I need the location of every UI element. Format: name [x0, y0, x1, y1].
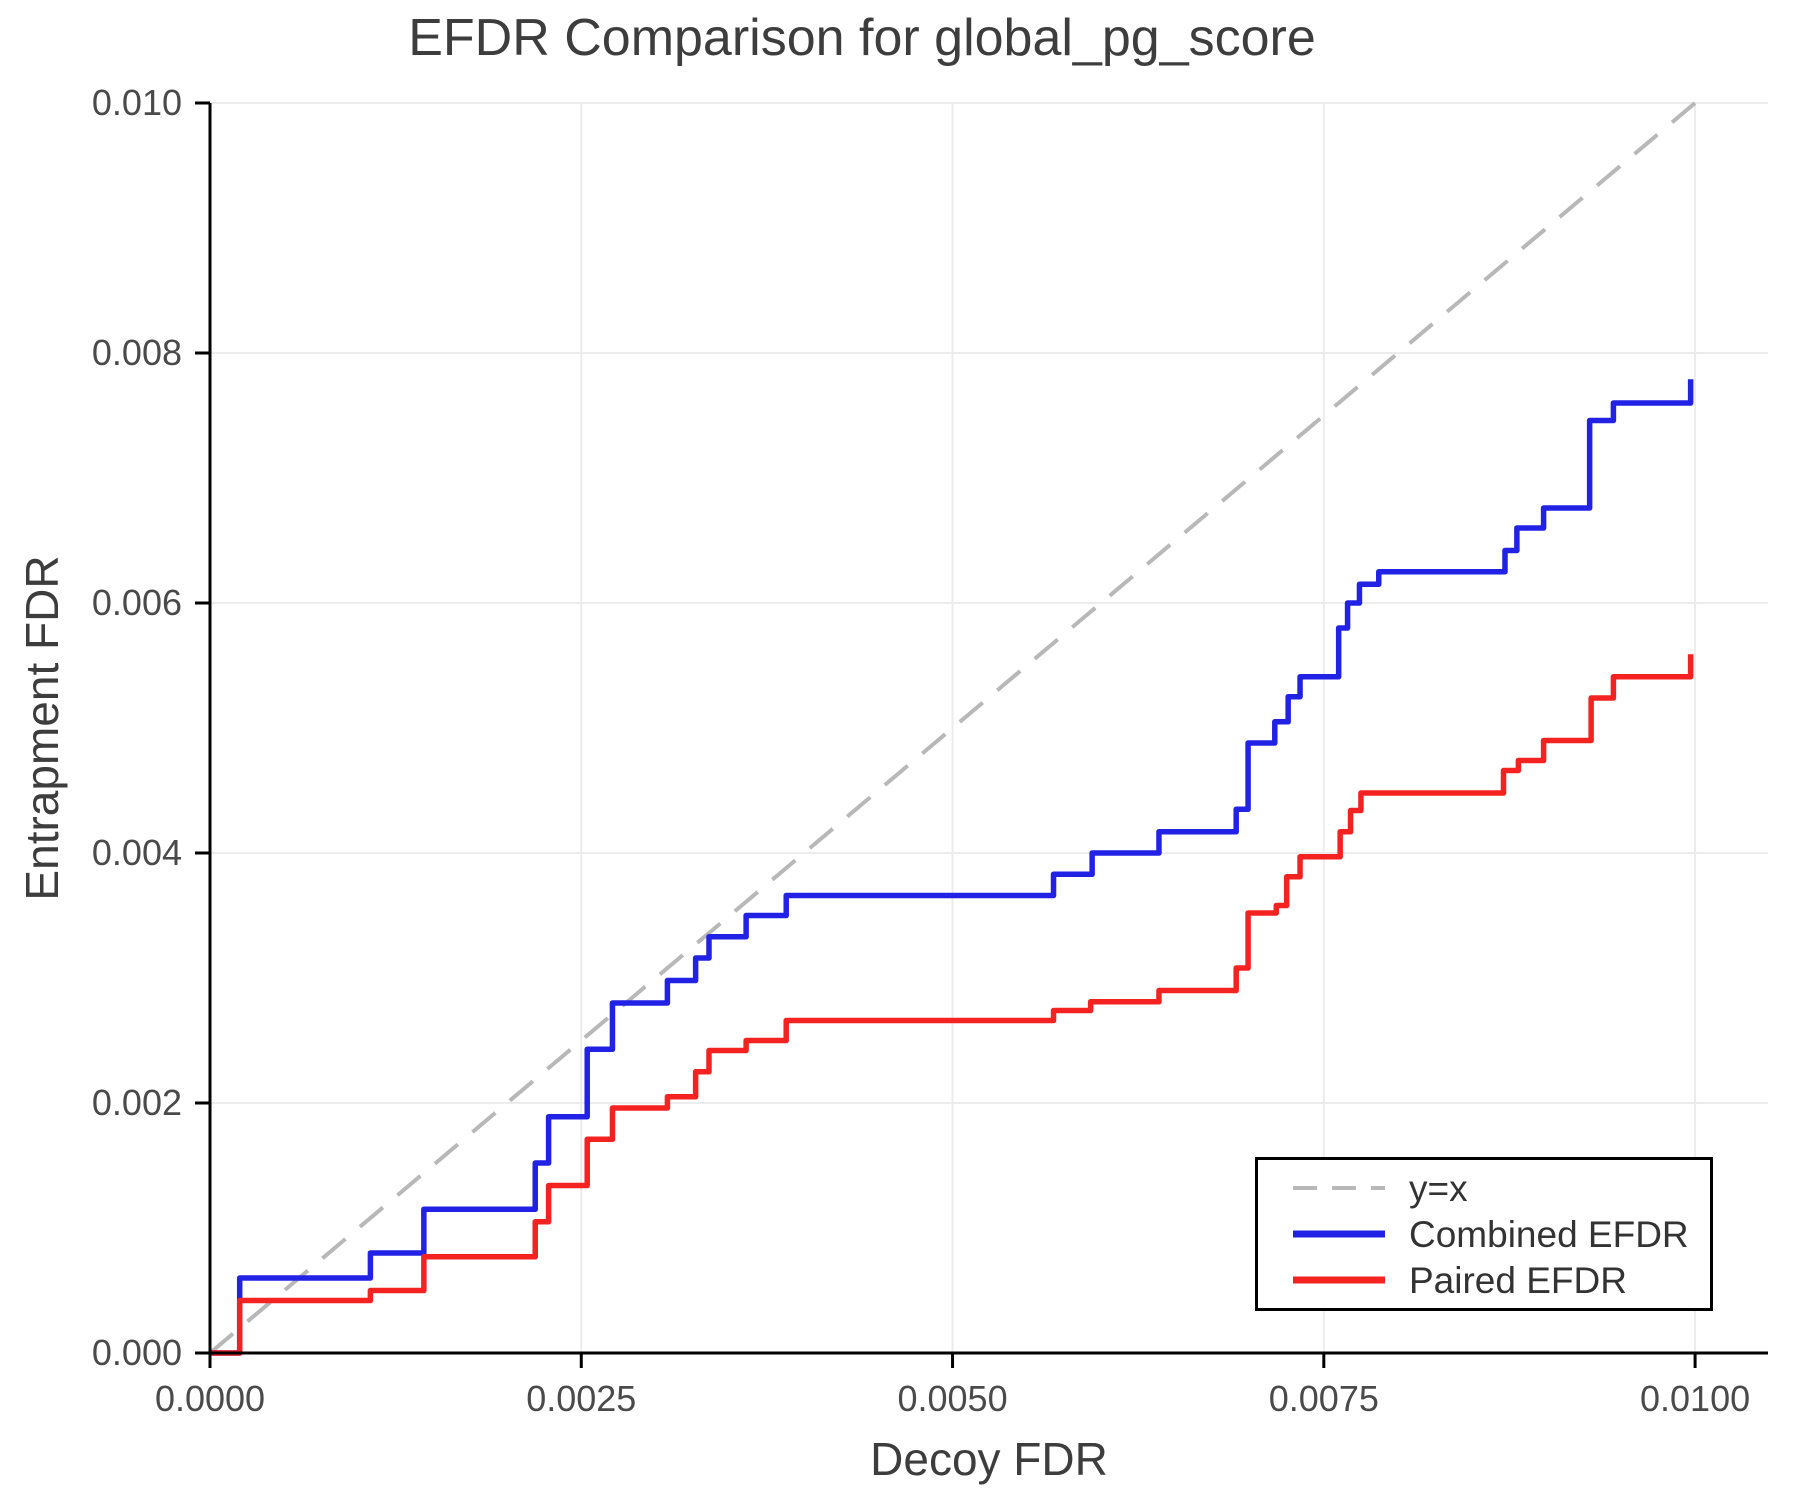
y-tick-label: 0.002 [92, 1082, 182, 1123]
combined-line-swatch [1293, 1230, 1385, 1238]
x-tick-label: 0.0100 [1640, 1378, 1750, 1419]
x-tick-label: 0.0025 [526, 1378, 636, 1419]
paired-efdr-curve [210, 654, 1694, 1356]
y-tick-label: 0.006 [92, 582, 182, 623]
y-tick-label: 0.004 [92, 832, 182, 873]
legend-label: Paired EFDR [1409, 1259, 1627, 1301]
x-tick-label: 0.0050 [897, 1378, 1007, 1419]
legend-label: y=x [1409, 1167, 1468, 1209]
combined-efdr-curve [210, 379, 1694, 1356]
y-tick-label: 0.000 [92, 1332, 182, 1373]
legend: y=x Combined EFDR Paired EFDR [1255, 1157, 1713, 1311]
legend-label: Combined EFDR [1409, 1213, 1689, 1255]
legend-item-paired: Paired EFDR [1291, 1259, 1710, 1301]
y-tick-label: 0.008 [92, 332, 182, 373]
legend-item-combined: Combined EFDR [1291, 1213, 1710, 1255]
x-tick-label: 0.0075 [1269, 1378, 1379, 1419]
x-tick-label: 0.0000 [155, 1378, 265, 1419]
paired-line-swatch [1293, 1276, 1385, 1284]
identity-line-swatch [1293, 1186, 1385, 1190]
legend-item-identity: y=x [1291, 1167, 1710, 1209]
y-tick-label: 0.010 [92, 82, 182, 123]
chart-title: EFDR Comparison for global_pg_score [408, 9, 1316, 67]
identity-line [208, 101, 1697, 1355]
y-axis-label: Entrapment FDR [16, 555, 68, 901]
x-axis-label: Decoy FDR [870, 1433, 1108, 1485]
